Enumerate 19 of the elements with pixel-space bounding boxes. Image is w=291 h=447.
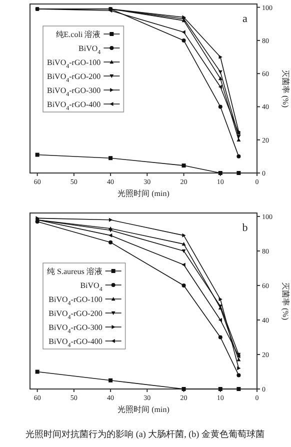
text: 光照时间对抗菌行为的影响 (a) 大肠杆菌, (b) 金黄色葡萄球菌 [26, 429, 264, 439]
y-axis-title: 灭菌率 (%) [281, 70, 290, 108]
legend-label: BiVO$_{4}$-rGO-300 [48, 323, 102, 335]
legend-label: BiVO$_{4}$-rGO-200 [48, 309, 102, 321]
y-axis-title: 灭菌率 (%) [281, 282, 290, 320]
legend-label: BiVO$_{4}$-rGO-100 [48, 295, 102, 307]
legend-label: BiVO$_{4}$ [80, 281, 102, 293]
x-axis-title: 光照时间 (min) [118, 405, 170, 414]
x-axis-title: 光照时间 (min) [118, 189, 170, 198]
legend-label: BiVO$_{4}$-rGO-200 [47, 72, 101, 84]
legend-label: 纯 S.aureus 溶液 [47, 267, 102, 276]
legend-label: BiVO$_{4}$-rGO-400 [48, 337, 102, 349]
annotation: b [242, 222, 248, 234]
annotation: a [242, 13, 248, 25]
legend-label: 纯E.coli 溶液 [56, 30, 101, 39]
legend-label: BiVO$_{4}$-rGO-100 [47, 58, 101, 70]
legend-label: BiVO$_{4}$-rGO-300 [47, 86, 101, 98]
legend-label: BiVO$_{4}$ [78, 44, 101, 56]
legend-label: BiVO$_{4}$-rGO-400 [47, 100, 101, 112]
